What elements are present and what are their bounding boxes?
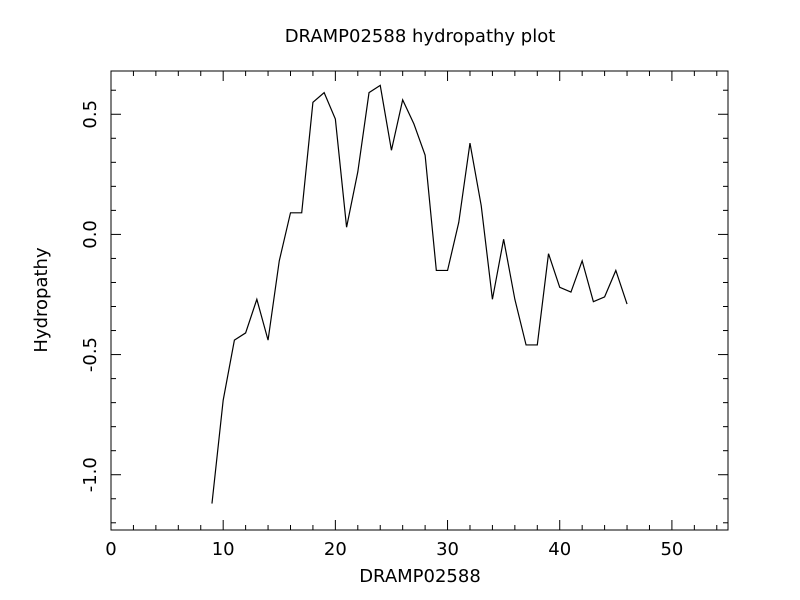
y-tick-label: 0.5	[80, 100, 101, 129]
plot-frame	[110, 70, 729, 531]
x-tick-label: 10	[212, 539, 235, 560]
x-tick-label: 50	[660, 539, 683, 560]
chart-title: DRAMP02588 hydropathy plot	[285, 26, 556, 47]
y-tick-label: -0.5	[80, 337, 101, 372]
data-line	[211, 84, 628, 504]
x-tick-label: 40	[548, 539, 571, 560]
y-tick-label: 0.0	[80, 220, 101, 249]
x-tick-label: 30	[436, 539, 459, 560]
y-tick-label: -1.0	[80, 457, 101, 492]
x-axis-label: DRAMP02588	[359, 566, 481, 587]
y-axis-label: Hydropathy	[31, 247, 52, 353]
x-tick-label: 0	[105, 539, 116, 560]
x-tick-label: 20	[324, 539, 347, 560]
